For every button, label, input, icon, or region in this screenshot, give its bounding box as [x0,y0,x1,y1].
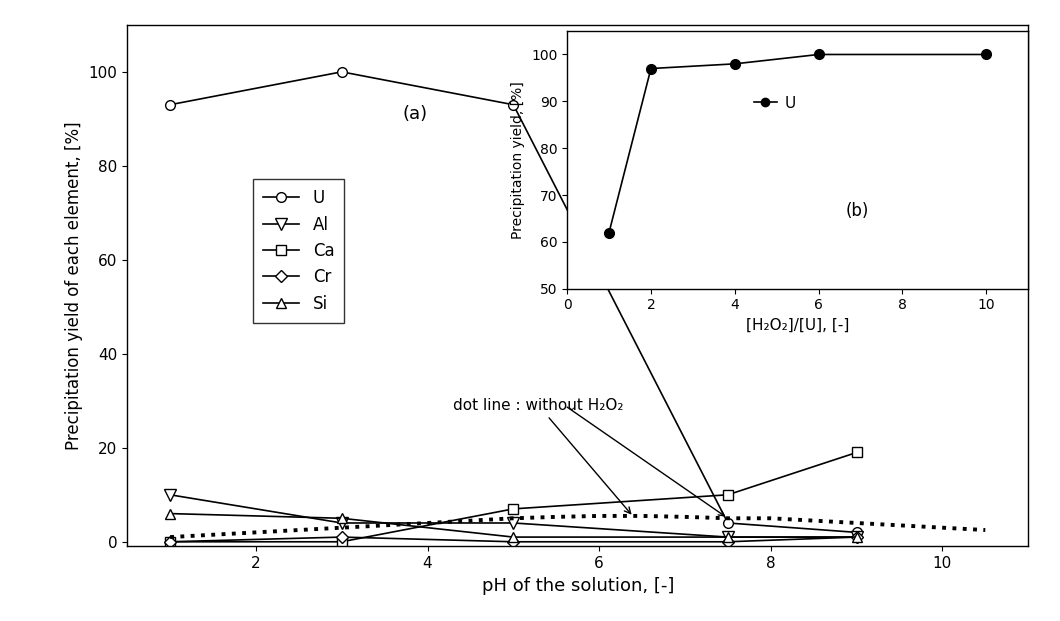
U [335,68,348,76]
Al [507,519,519,527]
Ca [722,491,735,499]
Line: Ca: Ca [165,448,862,546]
Si [722,533,735,541]
U [507,101,519,109]
Legend: U: U [747,89,801,117]
Line: Cr: Cr [166,533,861,546]
Si [850,533,863,541]
Al [335,519,348,527]
U [850,528,863,536]
Si [163,510,176,517]
Si [507,533,519,541]
Line: Al: Al [164,489,862,543]
Si [335,515,348,522]
Cr [335,533,348,541]
X-axis label: pH of the solution, [-]: pH of the solution, [-] [481,577,674,595]
Cr [507,538,519,545]
Cr [850,533,863,541]
Y-axis label: Precipitation yield of each element, [%]: Precipitation yield of each element, [%] [65,121,83,450]
Ca [163,538,176,545]
Text: (a): (a) [403,104,428,122]
Cr [722,538,735,545]
Al [850,533,863,541]
Line: U: U [165,67,862,537]
Text: (b): (b) [846,202,869,220]
U [163,101,176,109]
Legend: U, Al, Ca, Cr, Si: U, Al, Ca, Cr, Si [252,179,344,322]
U [722,519,735,527]
Y-axis label: Precipitation yield, [%]: Precipitation yield, [%] [511,81,526,239]
Line: Si: Si [165,509,862,542]
X-axis label: [H₂O₂]/[U], [-]: [H₂O₂]/[U], [-] [746,318,849,333]
Ca [507,505,519,512]
Text: dot line : without H₂O₂: dot line : without H₂O₂ [454,398,631,514]
Al [163,491,176,499]
Al [722,533,735,541]
Ca [335,538,348,545]
Ca [850,449,863,456]
Cr [163,538,176,545]
